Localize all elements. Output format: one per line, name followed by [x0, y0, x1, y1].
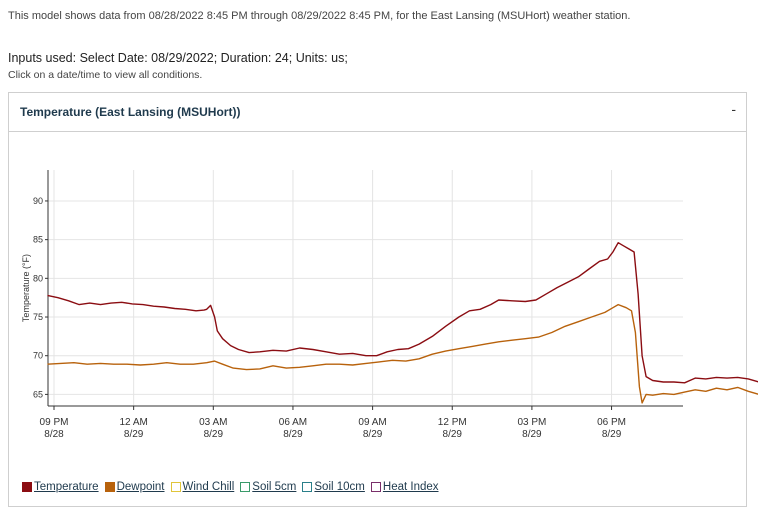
panel-title: Temperature (East Lansing (MSUHort))	[20, 105, 241, 119]
collapse-button[interactable]: -	[731, 101, 736, 117]
y-tick-label: 65	[33, 389, 43, 399]
legend-label: Soil 5cm	[252, 481, 297, 493]
x-tick-label: 12 PM	[438, 417, 467, 428]
hint-text: Click on a date/time to view all conditi…	[8, 69, 203, 81]
legend-swatch	[302, 482, 313, 492]
y-tick-label: 80	[33, 273, 43, 283]
legend-label: Heat Index	[382, 481, 439, 493]
legend-label: Dewpoint	[116, 481, 165, 493]
x-tick-date-label: 8/29	[124, 429, 144, 440]
legend-swatch	[170, 482, 181, 492]
x-tick-date-label: 8/28	[44, 429, 64, 440]
y-tick-label: 75	[33, 312, 43, 322]
x-tick-label: 06 AM	[279, 417, 307, 428]
y-tick-label: 70	[33, 351, 43, 361]
legend-item-heat-index[interactable]: Heat Index	[370, 481, 439, 493]
legend-swatch	[104, 482, 115, 492]
y-tick-label: 85	[33, 235, 43, 245]
x-tick-label: 09 AM	[358, 417, 386, 428]
x-tick-date-label: 8/29	[204, 429, 224, 440]
legend-swatch	[240, 482, 251, 492]
legend-item-wind-chill[interactable]: Wind Chill	[170, 481, 235, 493]
x-tick-label: 03 AM	[199, 417, 227, 428]
x-tick-date-label: 8/29	[363, 429, 383, 440]
legend-label: Soil 10cm	[314, 481, 365, 493]
x-tick-date-label: 8/29	[602, 429, 622, 440]
x-tick-date-label: 8/29	[283, 429, 303, 440]
x-tick-label: 09 PM	[40, 417, 69, 428]
legend-label: Wind Chill	[182, 481, 235, 493]
legend-item-temperature[interactable]: Temperature	[22, 481, 99, 493]
x-tick-label: 06 PM	[597, 417, 626, 428]
panel-header: Temperature (East Lansing (MSUHort)) -	[9, 93, 746, 132]
intro-text: This model shows data from 08/28/2022 8:…	[8, 10, 631, 22]
x-tick-label: 12 AM	[119, 417, 147, 428]
legend-swatch	[22, 482, 32, 492]
series-line-dewpoint	[47, 303, 758, 404]
series-line-temperature	[47, 242, 758, 384]
x-tick-date-label: 8/29	[443, 429, 463, 440]
legend-swatch	[370, 482, 381, 492]
y-tick-label: 90	[33, 196, 43, 206]
inputs-used-text: Inputs used: Select Date: 08/29/2022; Du…	[8, 51, 348, 65]
legend-label: Temperature	[34, 481, 99, 493]
legend-item-soil-10cm[interactable]: Soil 10cm	[302, 481, 365, 493]
legend: Temperature Dewpoint Wind Chill Soil 5cm Soi…	[22, 481, 439, 493]
legend-item-soil-5cm[interactable]: Soil 5cm	[240, 481, 296, 493]
y-axis-label: Temperature (°F)	[21, 254, 31, 322]
x-tick-label: 03 PM	[517, 417, 546, 428]
chart-panel: Temperature (East Lansing (MSUHort)) -	[8, 92, 747, 507]
x-tick-date-label: 8/29	[522, 429, 542, 440]
legend-item-dewpoint[interactable]: Dewpoint	[104, 481, 165, 493]
